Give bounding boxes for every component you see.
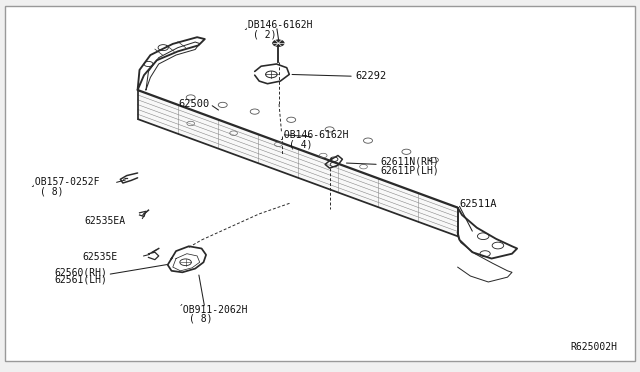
- Text: ´OB911-2062H: ´OB911-2062H: [178, 305, 248, 314]
- Text: ¸DB146-6162H: ¸DB146-6162H: [242, 19, 312, 29]
- Text: ( 8): ( 8): [189, 314, 212, 324]
- Text: R625002H: R625002H: [571, 341, 618, 352]
- Text: 62535E: 62535E: [82, 253, 117, 262]
- Text: ( 8): ( 8): [40, 186, 63, 196]
- Polygon shape: [138, 90, 458, 236]
- Text: 62535EA: 62535EA: [84, 217, 125, 226]
- Text: 62511A: 62511A: [460, 199, 497, 209]
- Circle shape: [273, 40, 284, 46]
- Text: 62500: 62500: [178, 99, 209, 109]
- Text: 62561(LH): 62561(LH): [54, 275, 108, 285]
- Text: ( 4): ( 4): [289, 140, 313, 149]
- Text: 62560(RH): 62560(RH): [54, 267, 108, 277]
- Text: 62611P(LH): 62611P(LH): [381, 165, 440, 175]
- FancyBboxPatch shape: [5, 6, 635, 361]
- Text: ¸OB157-0252F: ¸OB157-0252F: [29, 177, 99, 186]
- Text: ¸OB146-6162H: ¸OB146-6162H: [278, 130, 349, 140]
- Text: ( 2): ( 2): [253, 29, 276, 39]
- Text: 62611N(RH): 62611N(RH): [381, 157, 440, 167]
- Text: 62292: 62292: [355, 71, 387, 81]
